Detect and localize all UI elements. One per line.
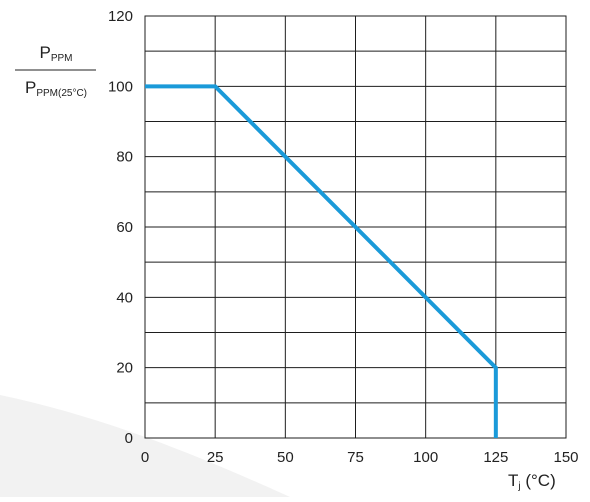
x-label-sub: j: [517, 481, 520, 492]
y-tick-label: 20: [116, 360, 133, 377]
y-label-numerator: PPPM: [39, 43, 72, 64]
x-tick-label: 0: [141, 449, 149, 466]
y-tick-label: 100: [108, 78, 133, 95]
y-tick-label: 40: [116, 289, 133, 306]
plot-frame: [144, 15, 567, 439]
x-label-unit: (°C): [521, 471, 556, 490]
y-label-denominator: PPPM(25°C): [25, 78, 87, 99]
y-label-denominator-sub: PPM(25°C): [36, 88, 87, 99]
y-tick-label: 0: [125, 430, 133, 447]
x-tick-label: 75: [347, 449, 364, 466]
series-line: [145, 84, 498, 438]
x-axis-label: Tj (°C): [508, 471, 556, 492]
x-label-main: T: [508, 471, 518, 490]
y-tick-labels: 0 20 40 60 80 100 120: [108, 8, 133, 447]
y-label-numerator-main: P: [39, 43, 50, 62]
series-layer: [145, 84, 498, 438]
x-tick-label: 100: [413, 449, 438, 466]
x-tick-label: 150: [553, 449, 578, 466]
x-tick-label: 25: [207, 449, 224, 466]
y-tick-label: 60: [116, 219, 133, 236]
y-tick-label: 120: [108, 8, 133, 25]
y-label-denominator-main: P: [25, 78, 36, 97]
y-axis-label: PPPM PPPM(25°C): [15, 43, 96, 99]
x-tick-label: 50: [277, 449, 294, 466]
x-tick-label: 125: [483, 449, 508, 466]
y-label-numerator-sub: PPM: [51, 53, 73, 64]
x-tick-labels: 0 25 50 75 100 125 150: [141, 449, 579, 466]
y-tick-label: 80: [116, 149, 133, 166]
background-swoosh: [0, 395, 290, 497]
